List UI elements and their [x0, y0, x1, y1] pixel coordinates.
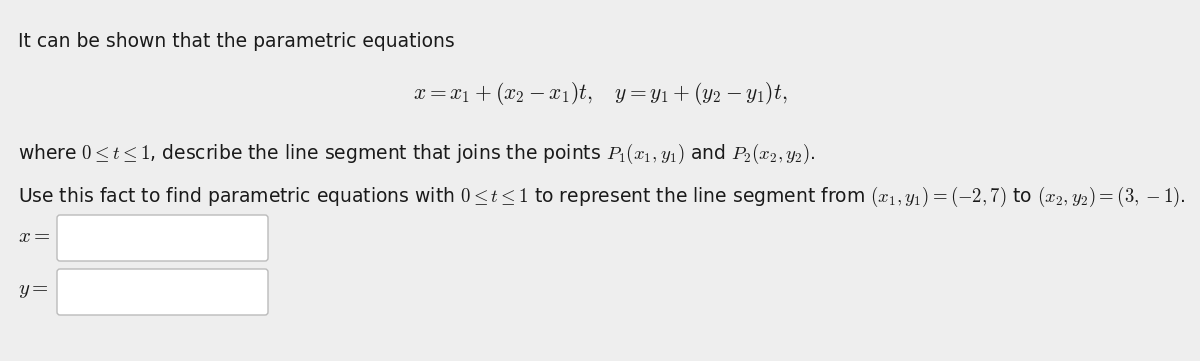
FancyBboxPatch shape [58, 215, 268, 261]
Text: $x = x_1 + (x_2 - x_1)t, \quad y = y_1 + (y_2 - y_1)t,$: $x = x_1 + (x_2 - x_1)t, \quad y = y_1 +… [413, 80, 787, 107]
Text: $y =$: $y =$ [18, 282, 49, 300]
Text: It can be shown that the parametric equations: It can be shown that the parametric equa… [18, 32, 455, 51]
Text: where $0 \leq t \leq 1$, describe the line segment that joins the points $P_1(x_: where $0 \leq t \leq 1$, describe the li… [18, 142, 816, 166]
Text: $x =$: $x =$ [18, 227, 50, 247]
Text: Use this fact to find parametric equations with $0 \leq t \leq 1$ to represent t: Use this fact to find parametric equatio… [18, 185, 1186, 209]
FancyBboxPatch shape [58, 269, 268, 315]
